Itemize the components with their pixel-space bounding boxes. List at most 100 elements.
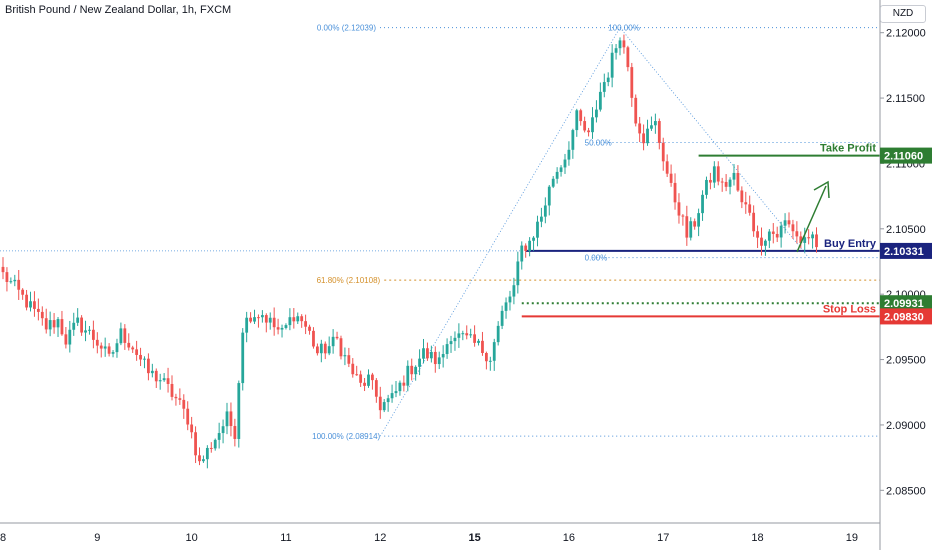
candle-body bbox=[5, 272, 9, 282]
candle-body bbox=[280, 327, 284, 330]
candle-body bbox=[355, 374, 359, 376]
candle-body bbox=[378, 396, 382, 411]
candle-body bbox=[147, 358, 150, 374]
candle-body bbox=[563, 159, 567, 168]
candle-body bbox=[205, 447, 209, 460]
candle-body bbox=[29, 301, 32, 308]
candle-body bbox=[217, 433, 221, 440]
candle-body bbox=[198, 455, 201, 462]
candle-body bbox=[646, 128, 649, 144]
candle-body bbox=[229, 411, 233, 427]
candle-body bbox=[575, 110, 579, 131]
candle-body bbox=[642, 133, 645, 144]
candle-body bbox=[673, 182, 677, 203]
candle-body bbox=[602, 82, 606, 92]
candle-body bbox=[245, 317, 249, 333]
candle-body bbox=[775, 233, 779, 238]
candle-body bbox=[91, 329, 95, 340]
candle-body bbox=[815, 234, 818, 248]
trade-level-name: Stop Loss bbox=[823, 303, 876, 315]
candle-body bbox=[661, 142, 665, 162]
candle-body bbox=[260, 315, 264, 318]
candle-body bbox=[213, 439, 217, 449]
candle-body bbox=[99, 345, 103, 349]
candle-body bbox=[17, 279, 21, 290]
price-level-badge bbox=[880, 295, 932, 312]
candle-body bbox=[68, 329, 72, 345]
candle-body bbox=[308, 326, 311, 331]
candle-body bbox=[95, 339, 99, 346]
candle-body bbox=[127, 342, 131, 348]
price-tick-label: 2.11500 bbox=[886, 93, 925, 105]
candle-body bbox=[481, 340, 484, 353]
candle-body bbox=[547, 186, 551, 206]
candle-body bbox=[162, 378, 166, 381]
candle-body bbox=[327, 346, 331, 354]
trade-level-name: Take Profit bbox=[820, 143, 876, 155]
fib-level-label: 0.00% (2.12039) bbox=[317, 24, 376, 33]
candle-body bbox=[736, 172, 740, 191]
candle-body bbox=[40, 311, 44, 319]
fib-level-label: 100.00% (2.08914) bbox=[312, 432, 380, 441]
candle-body bbox=[249, 317, 252, 322]
candle-body bbox=[496, 325, 500, 343]
candle-body bbox=[150, 370, 154, 374]
candle-body bbox=[382, 402, 386, 411]
candle-body bbox=[536, 221, 539, 238]
candle-body bbox=[257, 317, 260, 319]
candle-body bbox=[170, 383, 174, 397]
fib-right-label: 0.00% bbox=[585, 254, 608, 263]
time-tick-label: 15 bbox=[468, 532, 480, 544]
candle-body bbox=[622, 40, 626, 48]
arrow-head bbox=[813, 180, 830, 199]
candle-body bbox=[253, 317, 256, 322]
candle-body bbox=[25, 294, 28, 308]
currency-button[interactable]: NZD bbox=[880, 5, 926, 23]
candle-body bbox=[284, 325, 288, 328]
candle-body bbox=[779, 225, 783, 238]
candle-body bbox=[351, 363, 355, 375]
candle-body bbox=[461, 333, 465, 335]
candle-body bbox=[107, 346, 111, 354]
price-tick-label: 2.10500 bbox=[886, 224, 926, 236]
candle-body bbox=[433, 351, 437, 365]
candle-body bbox=[304, 321, 308, 327]
candle-body bbox=[634, 97, 638, 124]
candle-body bbox=[398, 382, 402, 392]
candle-body bbox=[347, 355, 351, 364]
candle-body bbox=[685, 216, 689, 238]
fib-trend-line bbox=[379, 27, 621, 437]
candle-body bbox=[316, 346, 319, 354]
candle-body bbox=[488, 360, 492, 362]
candle-body bbox=[587, 130, 590, 133]
candle-body bbox=[532, 237, 535, 241]
candle-body bbox=[115, 343, 119, 353]
time-tick-label: 16 bbox=[563, 532, 575, 544]
candle-body bbox=[791, 224, 795, 232]
chart-title: British Pound / New Zealand Dollar, 1h, … bbox=[5, 4, 232, 16]
candle-body bbox=[76, 317, 80, 323]
candle-body bbox=[469, 334, 473, 336]
candle-body bbox=[166, 378, 170, 384]
candle-body bbox=[276, 327, 280, 330]
candle-body bbox=[292, 317, 296, 322]
candle-body bbox=[441, 354, 445, 358]
candle-body bbox=[614, 48, 618, 53]
candle-body bbox=[516, 261, 520, 286]
candle-body bbox=[598, 91, 602, 110]
price-level-badge-label: 2.11060 bbox=[884, 151, 923, 163]
arrow-shaft bbox=[796, 185, 827, 253]
price-level-badge-label: 2.10331 bbox=[884, 246, 924, 258]
candle-body bbox=[571, 130, 575, 150]
candle-body bbox=[567, 149, 571, 160]
candle-body bbox=[732, 172, 736, 180]
candle-body bbox=[728, 179, 732, 187]
candle-body bbox=[154, 370, 158, 382]
candle-body bbox=[492, 342, 496, 361]
candle-body bbox=[48, 320, 52, 330]
candle-body bbox=[139, 354, 142, 360]
candle-body bbox=[367, 374, 370, 386]
candle-body bbox=[84, 330, 87, 333]
candle-body bbox=[402, 382, 406, 386]
